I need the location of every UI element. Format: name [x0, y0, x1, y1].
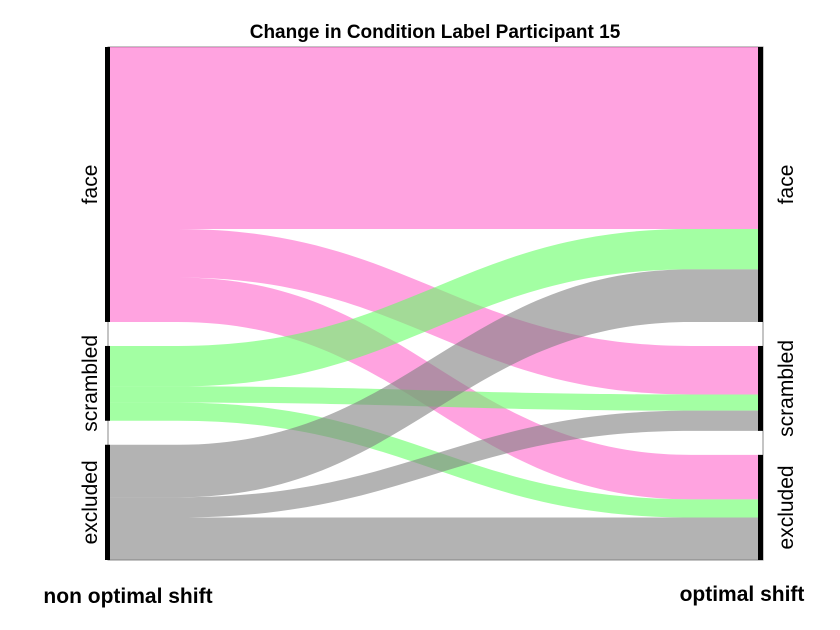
chart-title: Change in Condition Label Participant 15: [250, 22, 621, 43]
bar-right-excluded: [758, 454, 763, 560]
flow-face-to-face: [110, 47, 759, 229]
bar-right-face: [758, 47, 763, 322]
category-bars-layer: [105, 47, 763, 560]
flow-excluded-to-scrambled: [110, 410, 759, 518]
bar-right-scrambled: [758, 345, 763, 431]
axis-label-left: non optimal shift: [43, 585, 212, 608]
flow-excluded-to-excluded: [110, 517, 759, 560]
category-labels-layer: face face scrambled scrambled excluded exclud…: [79, 165, 798, 550]
axis-label-right: optimal shift: [680, 583, 805, 606]
category-label-right-scrambled: scrambled: [775, 340, 798, 437]
category-label-right-face: face: [775, 165, 798, 205]
flow-scrambled-to-face: [110, 228, 759, 387]
category-label-left-excluded: excluded: [79, 460, 102, 544]
category-label-left-face: face: [79, 165, 102, 205]
bar-left-scrambled: [105, 345, 110, 421]
flow-excluded-to-face: [110, 269, 759, 498]
bar-left-excluded: [105, 444, 110, 560]
flows-layer: [110, 47, 759, 560]
category-label-left-scrambled: scrambled: [79, 335, 102, 432]
bar-left-face: [105, 47, 110, 322]
category-label-right-excluded: excluded: [775, 465, 798, 549]
